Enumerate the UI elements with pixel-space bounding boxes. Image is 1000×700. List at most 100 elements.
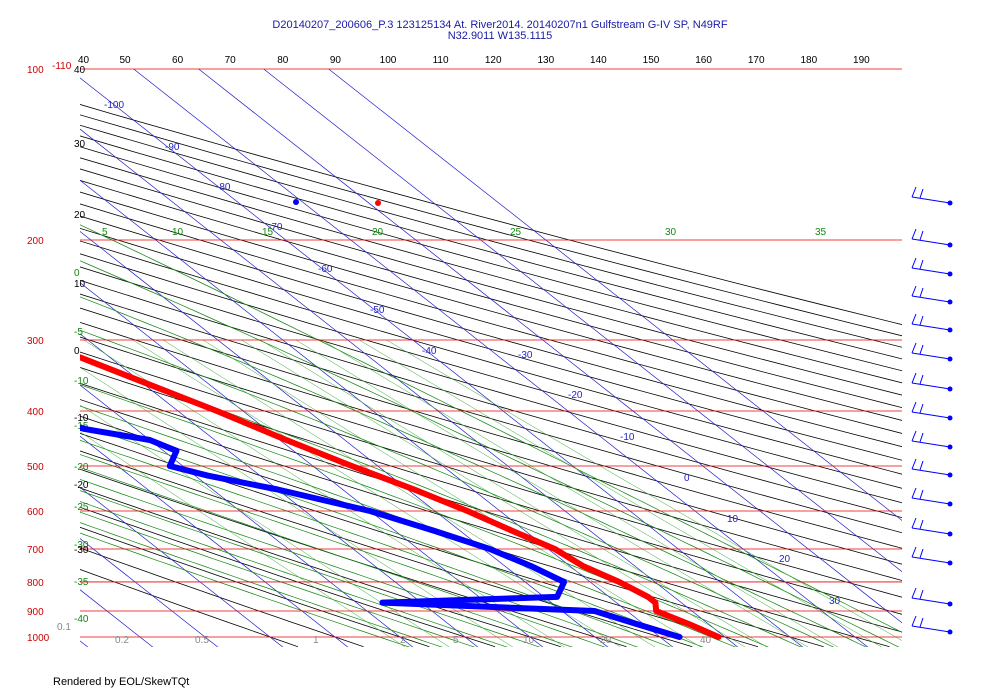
top-temp-tick-label: 90 xyxy=(330,55,342,66)
isotherm xyxy=(80,282,544,647)
isotherm-label: -100 xyxy=(104,100,124,111)
dry-adiabat xyxy=(80,114,902,337)
wind-barb-staff xyxy=(911,497,951,505)
wind-barb-staff xyxy=(911,267,951,275)
isotherm-label: 10 xyxy=(727,514,739,525)
isotherm xyxy=(80,179,674,647)
dry-adiabat-side-label: 40 xyxy=(74,65,86,76)
mixing-ratio-line xyxy=(83,339,565,647)
isotherm-label: -70 xyxy=(268,222,283,233)
mixing-ratio-line xyxy=(386,339,902,641)
wind-barb-feather xyxy=(911,546,917,558)
pressure-tick-label: 800 xyxy=(27,578,44,589)
theta-e-side-label: -25 xyxy=(74,502,89,513)
wind-barb-feather xyxy=(911,517,917,529)
wind-barb-feather xyxy=(911,458,917,470)
isotherm xyxy=(80,333,479,647)
top-temp-tick-label: 100 xyxy=(380,55,397,66)
isotherm-label: 30 xyxy=(829,596,841,607)
theta-e-label: 25 xyxy=(510,227,522,238)
isotherm xyxy=(328,69,902,521)
wind-barb-feather xyxy=(911,430,917,442)
top-left-label: -110 xyxy=(52,61,72,72)
dry-adiabat xyxy=(80,227,902,461)
wind-barb-feather xyxy=(919,287,924,298)
theta-e-label: 15 xyxy=(262,227,274,238)
top-temp-tick-label: 60 xyxy=(172,55,184,66)
moist-adiabat xyxy=(80,511,476,647)
chart-title-line2: N32.9011 W135.1115 xyxy=(447,30,553,42)
moist-adiabat xyxy=(80,501,508,647)
dry-adiabat-side-label: -10 xyxy=(74,413,89,424)
moist-adiabat xyxy=(80,384,769,647)
wind-barb-feather xyxy=(919,432,924,443)
dry-adiabat xyxy=(80,124,902,348)
dry-adiabat-side-label: -20 xyxy=(74,480,89,491)
mixing-ratio-line xyxy=(80,404,450,647)
wind-barb-staff xyxy=(911,382,951,390)
wind-barb-feather xyxy=(919,519,924,530)
isotherm-label: -50 xyxy=(370,305,385,316)
moist-adiabat xyxy=(80,490,541,647)
theta-e-side-label: -40 xyxy=(74,614,89,625)
wind-barb-feather xyxy=(919,188,924,199)
isotherm xyxy=(80,77,804,647)
mixing-ratio-label: 0.5 xyxy=(195,635,209,646)
mixing-ratio-label: 0.2 xyxy=(115,635,129,646)
wind-barb-feather xyxy=(911,401,917,413)
top-temp-tick-label: 160 xyxy=(695,55,712,66)
temperature-marker xyxy=(375,200,381,206)
pressure-tick-label: 500 xyxy=(27,462,44,473)
wind-barb-staff xyxy=(911,468,951,476)
wind-barb-feather xyxy=(919,548,924,559)
wind-barb-feather xyxy=(919,230,924,241)
isotherm xyxy=(80,231,609,647)
isotherm xyxy=(80,435,349,647)
dry-adiabat xyxy=(80,215,902,448)
isotherm xyxy=(80,538,219,647)
top-temp-tick-label: 110 xyxy=(433,55,449,66)
moist-adiabat xyxy=(80,260,900,647)
isotherm-label: -40 xyxy=(422,346,437,357)
wind-barb-staff xyxy=(911,196,951,204)
moist-adiabat xyxy=(80,532,411,647)
wind-barb-feather xyxy=(919,344,924,355)
dry-adiabat xyxy=(80,253,902,489)
mixing-ratio-line xyxy=(321,339,839,647)
dry-adiabat-side-label: 0 xyxy=(74,346,80,357)
dry-adiabat xyxy=(80,351,902,598)
pressure-tick-label: 600 xyxy=(27,507,44,518)
theta-e-side-label: -35 xyxy=(74,577,89,588)
dry-adiabat xyxy=(80,367,902,615)
mixing-ratio-label: 0.1 xyxy=(57,622,71,633)
top-temp-tick-label: 170 xyxy=(748,55,765,66)
dry-adiabat xyxy=(80,506,496,647)
wind-barb-staff xyxy=(911,323,951,331)
dry-adiabat xyxy=(80,191,902,421)
wind-barb-staff xyxy=(911,440,951,448)
dry-adiabat xyxy=(80,168,902,396)
isotherm xyxy=(0,69,25,649)
mixing-ratio-line xyxy=(80,431,406,647)
dry-adiabat-side-label: -30 xyxy=(74,545,89,556)
wind-barb-feather xyxy=(911,228,917,240)
wind-barb-feather xyxy=(919,259,924,270)
temperature-trace xyxy=(80,354,722,640)
mixing-ratio-label: 10 xyxy=(523,635,535,646)
top-temp-tick-label: 190 xyxy=(853,55,870,66)
moist-adiabat xyxy=(80,522,443,647)
dry-adiabat xyxy=(80,526,430,647)
top-temp-tick-label: 70 xyxy=(225,55,237,66)
isotherm-label: -60 xyxy=(318,264,333,275)
dry-adiabat xyxy=(80,399,890,647)
mixing-ratio-label: 1 xyxy=(313,635,319,646)
top-temp-tick-label: 50 xyxy=(119,55,131,66)
wind-barb-feather xyxy=(911,257,917,269)
dry-adiabat xyxy=(80,547,364,647)
theta-e-label: 10 xyxy=(172,227,184,238)
wind-barb-feather xyxy=(919,315,924,326)
moist-adiabat xyxy=(80,329,835,647)
wind-barb-staff xyxy=(911,238,951,246)
mixing-ratio-line xyxy=(260,339,768,647)
top-temp-tick-label: 40 xyxy=(78,55,90,66)
